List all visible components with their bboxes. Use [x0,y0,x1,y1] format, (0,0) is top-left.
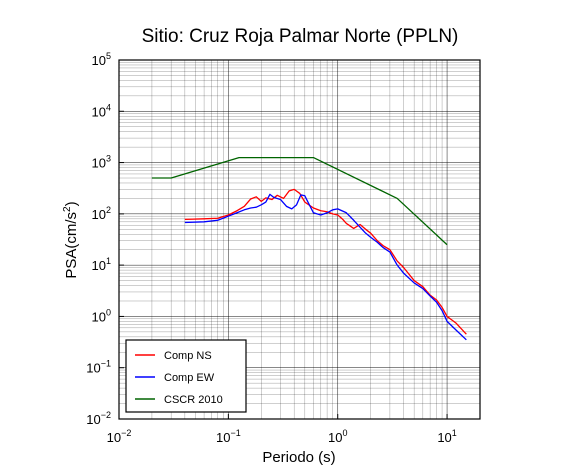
chart-title: Sitio: Cruz Roja Palmar Norte (PPLN) [142,26,459,47]
y-tick-label: 105 [92,51,111,68]
axis-ticks: 10−2 10−1 100 101 10−2 10−1 100 101 102 103 104 105 [86,51,457,445]
series-group [151,156,467,341]
x-axis-label: Periodo (s) [262,449,335,466]
y-tick-label: 102 [92,205,111,222]
legend-label: CSCR 2010 [164,394,223,406]
legend: Comp NS Comp EW CSCR 2010 [125,339,247,413]
y-tick-label: 104 [92,102,111,119]
series-line-comp-ns [184,188,467,335]
legend-box [125,339,247,413]
legend-label: Comp EW [164,372,215,384]
y-axis-label-base: PSA(cm/s [63,212,80,279]
grid [118,59,481,420]
y-tick-label: 100 [92,307,111,324]
series-line-cscr-2010 [151,156,448,246]
y-tick-label: 101 [92,256,111,273]
y-axis-label-superscript: 2 [62,206,73,212]
x-tick-label: 10−2 [107,428,132,445]
y-axis-label-end: ) [63,201,80,206]
plot-frame [118,59,481,420]
legend-label: Comp NS [164,350,212,362]
y-tick-label: 10−1 [86,359,111,376]
x-tick-label: 100 [328,428,347,445]
x-tick-label: 101 [437,428,456,445]
y-axis-label: PSA(cm/s2) [62,201,80,278]
y-tick-label: 103 [92,154,111,171]
series-line-comp-ew [184,193,467,341]
x-tick-label: 10−1 [216,428,241,445]
y-tick-label: 10−2 [86,410,111,427]
